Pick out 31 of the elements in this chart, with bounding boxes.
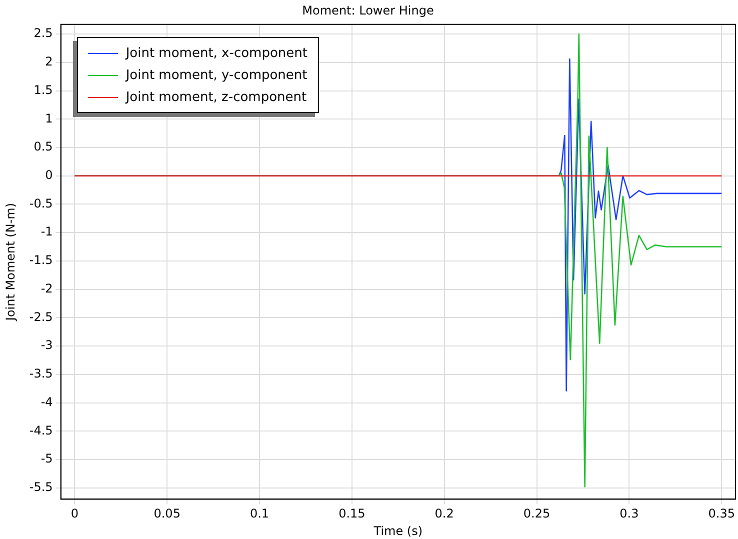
x-tick-label: 0.15 [338, 506, 366, 521]
x-tick-label: 0.3 [620, 506, 639, 521]
y-tick-label: -4.5 [29, 423, 53, 438]
y-tick-label: -0.5 [29, 196, 53, 210]
y-tick-label: -4 [40, 394, 53, 409]
x-tick-label: 0.1 [250, 506, 270, 521]
x-tick-label: 0 [70, 506, 78, 521]
y-tick-label: -1 [40, 224, 53, 239]
y-tick-label: -2.5 [29, 310, 53, 324]
y-tick-label: -5.5 [29, 480, 53, 494]
legend-label: Joint moment, x-component [126, 46, 308, 61]
y-tick-label: -3 [40, 338, 53, 352]
x-axis-title: Time (s) [372, 524, 423, 538]
x-tick-label: 0.25 [523, 506, 550, 521]
y-tick-label: 2.5 [34, 26, 53, 40]
y-tick-label: -3.5 [29, 366, 53, 381]
x-tick-label: 0.05 [154, 506, 180, 521]
y-tick-label: -2 [40, 281, 53, 296]
y-tick-label: -1.5 [29, 253, 53, 268]
y-tick-label: 2 [45, 54, 53, 69]
y-tick-label: 0.5 [34, 140, 53, 154]
legend-label: Joint moment, y-component [126, 68, 308, 83]
legend-label: Joint moment, z-component [126, 90, 307, 105]
y-tick-label: -5 [40, 452, 53, 466]
y-tick-label: 1.5 [34, 82, 53, 97]
x-tick-label: 0.35 [708, 506, 735, 521]
y-tick-label: 1 [45, 111, 53, 126]
y-axis-title: Joint Moment (N-m) [3, 203, 18, 322]
x-tick-label: 0.2 [434, 506, 454, 521]
y-tick-label: 0 [45, 168, 53, 182]
chart-title: Moment: Lower Hinge [302, 3, 434, 18]
